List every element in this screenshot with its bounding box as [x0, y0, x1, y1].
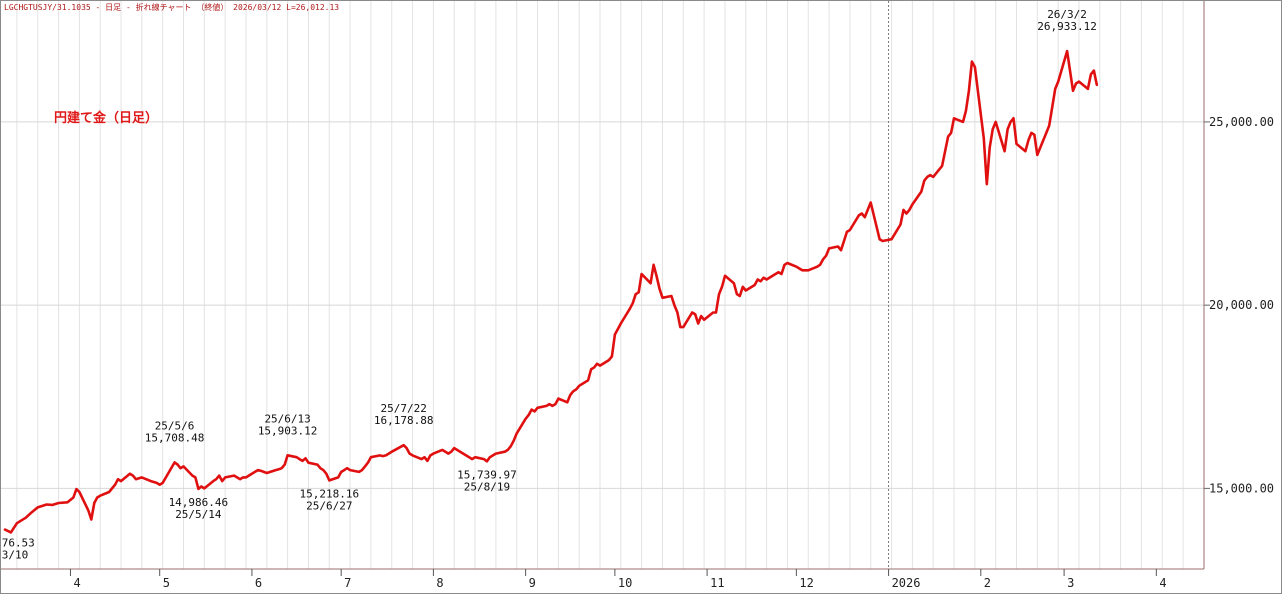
- x-tick-label: 9: [529, 576, 536, 590]
- axes: [1, 1, 1205, 570]
- annotation-text: 25/3/10: [1, 549, 28, 562]
- chart-title: 円建て金（日足）: [54, 110, 158, 126]
- price-series-line: [3, 49, 1099, 534]
- x-tick-label: 5: [163, 576, 170, 590]
- annotation-text: 13,876.53: [1, 537, 35, 550]
- x-tick-label: 4: [73, 576, 80, 590]
- y-tick-label: 20,000.00: [1209, 298, 1274, 312]
- x-tick-label: 12: [799, 576, 813, 590]
- x-tick-label: 2: [984, 576, 991, 590]
- annotation-text: 25/6/13: [264, 412, 310, 425]
- annotation-text: 26,933.12: [1037, 20, 1097, 33]
- y-tick-label: 25,000.00: [1209, 115, 1274, 129]
- annotation-text: 15,903.12: [258, 424, 318, 437]
- annotation-text: 16,178.88: [374, 414, 434, 427]
- annotation-text: 14,986.46: [169, 496, 229, 509]
- price-annotation: 13,876.5325/3/10: [1, 537, 35, 562]
- annotation-text: 26/3/2: [1047, 8, 1087, 21]
- annotation-text: 25/7/22: [380, 402, 426, 415]
- annotation-text: 15,739.97: [457, 468, 517, 481]
- x-tick-label: 11: [710, 576, 724, 590]
- y-tick-label: 15,000.00: [1209, 481, 1274, 495]
- annotations: 13,876.5325/3/10 25/5/615,708.48 14,986.46…: [1, 8, 1097, 561]
- price-annotation: 26/3/226,933.12: [1037, 8, 1097, 33]
- x-tick-label: 10: [618, 576, 632, 590]
- x-tick-label: 3: [1067, 576, 1074, 590]
- y-axis-ticks: 15,000.00 20,000.00 25,000.00: [1204, 115, 1274, 495]
- x-tick-label: 7: [344, 576, 351, 590]
- series-layer: [3, 49, 1099, 534]
- annotation-text: 25/6/27: [306, 499, 352, 512]
- grid: [1, 1, 1205, 569]
- x-tick-label: 2026: [892, 576, 921, 590]
- x-tick-label: 8: [436, 576, 443, 590]
- annotation-text: 25/8/19: [464, 480, 510, 493]
- chart-info-header: LGCHGTUSJY/31.1035 - 日足 - 折れ線チャート （終値） 2…: [4, 2, 339, 12]
- annotation-text: 15,708.48: [145, 431, 205, 444]
- annotation-text: 15,218.16: [299, 487, 359, 500]
- price-annotation: 25/5/615,708.48: [145, 419, 205, 444]
- x-tick-label: 6: [255, 576, 262, 590]
- x-tick-label: 4: [1159, 576, 1166, 590]
- annotation-text: 25/5/14: [175, 508, 222, 521]
- annotation-text: 25/5/6: [155, 419, 195, 432]
- x-axis-ticks: 4 5 6 7 8 9 10 11 12 2026 2 3 4: [69, 569, 1167, 590]
